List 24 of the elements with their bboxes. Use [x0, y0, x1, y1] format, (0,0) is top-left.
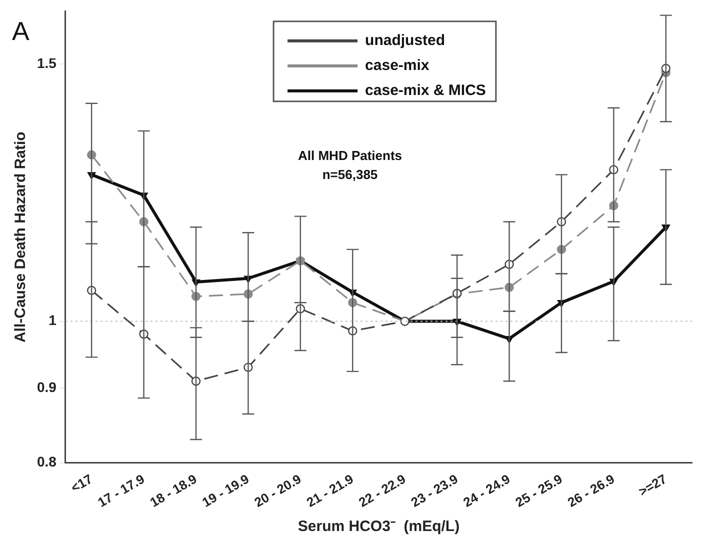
- x-tick-label: 21 - 21.9: [304, 471, 356, 510]
- annotation: n=56,385: [322, 167, 378, 182]
- y-tick-label: 0.9: [36, 378, 57, 395]
- y-tick-label: 1.5: [36, 54, 57, 71]
- y-tick-label: 0.8: [36, 454, 57, 470]
- x-tick-label: 18 - 18.9: [147, 471, 200, 510]
- x-tick-label: 20 - 20.9: [252, 471, 304, 510]
- x-tick-label: 24 - 24.9: [460, 471, 513, 510]
- y-tick-label: 1: [48, 312, 57, 328]
- x-tick-label: <17: [68, 471, 95, 496]
- x-tick-label: 19 - 19.9: [200, 471, 252, 510]
- x-tick-label: 26 - 26.9: [565, 471, 617, 510]
- text: A: [12, 16, 30, 46]
- x-tick-label: 22 - 22.9: [356, 471, 408, 510]
- annotation: All MHD Patients: [298, 148, 402, 163]
- x-axis-title: Serum HCO3⁻ (mEq/L): [298, 518, 460, 536]
- y-axis-title: All-Cause Death Hazard Ratio: [12, 132, 30, 343]
- legend-label: case-mix: [365, 57, 430, 74]
- x-tick-label: 17 - 17.9: [95, 471, 148, 510]
- x-tick-label: 25 - 25.9: [512, 471, 565, 510]
- x-tick-label: 23 - 23.9: [408, 471, 460, 510]
- legend-label: case-mix & MICS: [365, 82, 486, 100]
- x-tick-label: >=27: [636, 471, 670, 500]
- legend-label: unadjusted: [365, 32, 446, 50]
